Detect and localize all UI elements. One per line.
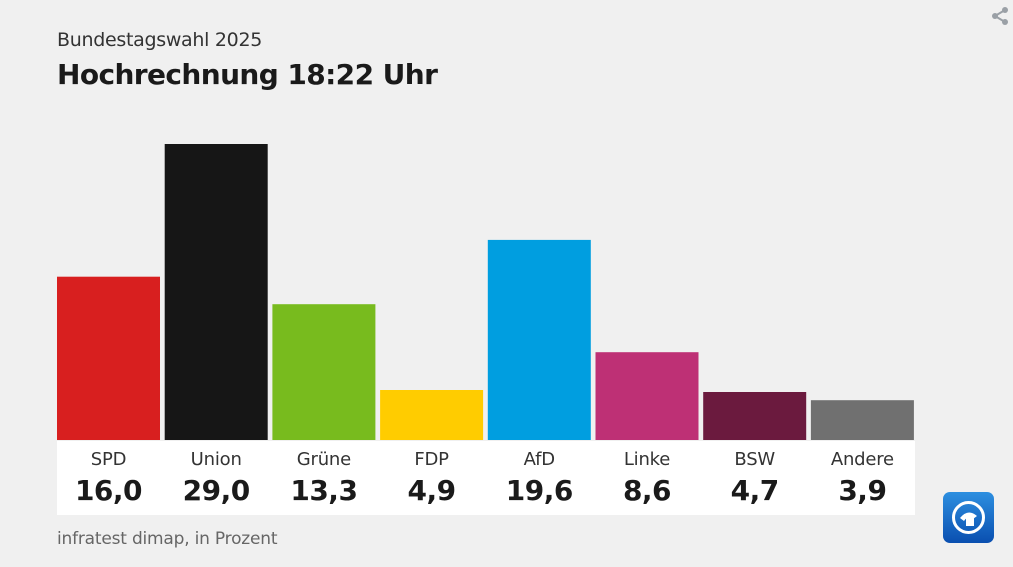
bar-bsw — [703, 392, 807, 440]
value-label: 3,9 — [838, 474, 887, 507]
value-label: 4,9 — [407, 474, 457, 507]
value-label: 29,0 — [182, 474, 251, 507]
category-label: AfD — [523, 449, 555, 470]
category-label: Linke — [623, 449, 671, 470]
bar-spd — [57, 276, 160, 440]
value-label: 19,6 — [505, 474, 574, 507]
chart-subtitle: Bundestagswahl 2025 — [57, 29, 263, 51]
value-label: 13,3 — [290, 474, 358, 507]
value-label: 4,7 — [730, 474, 780, 507]
share-icon[interactable] — [989, 5, 1011, 27]
category-label: Grüne — [296, 449, 352, 470]
value-label: 16,0 — [74, 474, 143, 507]
bar-linke — [595, 352, 699, 440]
source-note: infratest dimap, in Prozent — [57, 529, 278, 549]
bar-gr-ne — [272, 304, 376, 440]
category-label: SPD — [90, 449, 127, 470]
bar-andere — [810, 400, 914, 440]
tagesschau-logo-icon — [943, 492, 994, 543]
bar-union — [164, 144, 268, 440]
category-label: Andere — [830, 449, 894, 470]
category-label: FDP — [414, 449, 449, 470]
category-label: Union — [190, 449, 242, 470]
label-panel — [57, 441, 915, 515]
value-label: 8,6 — [622, 474, 672, 507]
bar-afd — [487, 239, 591, 440]
bar-fdp — [380, 390, 484, 440]
chart-title: Hochrechnung 18:22 Uhr — [57, 58, 438, 91]
category-label: BSW — [734, 449, 776, 470]
